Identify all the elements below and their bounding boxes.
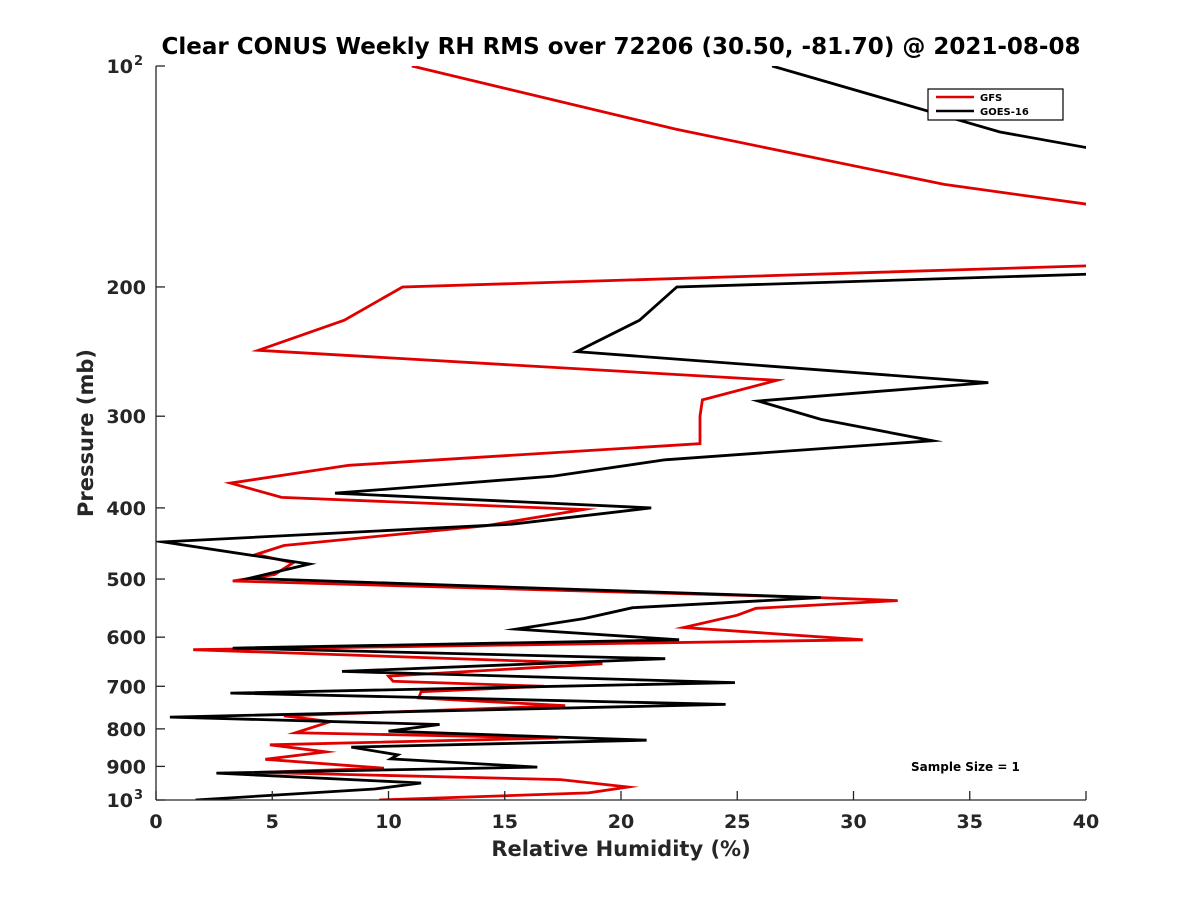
y-tick-label: 900 (106, 756, 146, 778)
y-tick-label: 500 (106, 569, 146, 591)
x-tick-label: 10 (375, 811, 401, 833)
legend-label-goes16: GOES-16 (980, 107, 1029, 118)
legend-label-gfs: GFS (980, 93, 1002, 104)
y-tick-label: 800 (106, 719, 146, 741)
y-axis-label: Pressure (mb) (74, 349, 98, 517)
x-tick-label: 20 (608, 811, 634, 833)
sample-size-annotation: Sample Size = 1 (911, 760, 1020, 774)
series-layer (156, 66, 1086, 800)
x-axis-label: Relative Humidity (%) (491, 837, 750, 861)
x-tick-label: 40 (1073, 811, 1099, 833)
x-tick-label: 35 (957, 811, 983, 833)
legend: GFS GOES-16 (927, 88, 1064, 121)
series-line-goes16 (156, 66, 1086, 800)
y-tick-label: 400 (106, 498, 146, 520)
y-tick-label: 300 (106, 406, 146, 428)
x-tick-label: 5 (266, 811, 279, 833)
x-tick-label: 0 (149, 811, 162, 833)
y-tick-label: 10 (107, 56, 133, 78)
y-tick-label: 600 (106, 627, 146, 649)
plot-area (156, 66, 1086, 800)
chart-title: Clear CONUS Weekly RH RMS over 72206 (30… (162, 34, 1081, 60)
x-tick-label: 25 (724, 811, 750, 833)
y-tick-label: 10 (107, 790, 133, 812)
y-tick-label: 200 (106, 277, 146, 299)
y-tick-label: 700 (106, 676, 146, 698)
x-tick-label: 30 (840, 811, 866, 833)
series-line-gfs (193, 66, 1086, 800)
x-tick-label: 15 (492, 811, 518, 833)
y-tick-exponent: 2 (134, 54, 143, 69)
legend-box (927, 88, 1064, 121)
y-tick-exponent: 3 (134, 788, 143, 803)
